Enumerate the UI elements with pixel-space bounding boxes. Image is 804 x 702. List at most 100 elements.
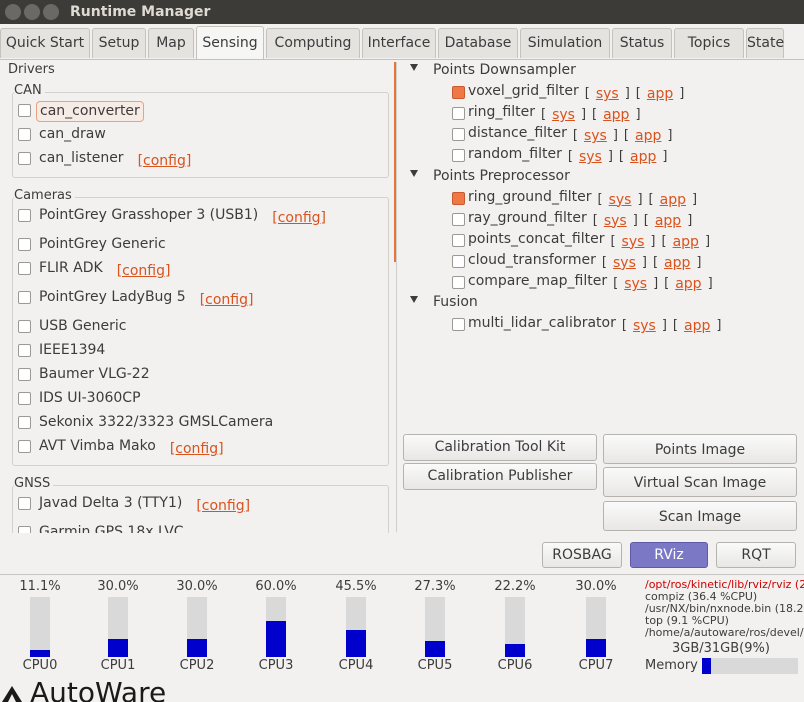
calibration-button[interactable]: Calibration Publisher (403, 463, 597, 490)
tab[interactable]: Status (612, 28, 672, 58)
checkbox[interactable] (18, 440, 31, 453)
driver-label[interactable]: PointGrey Generic (39, 236, 166, 252)
tab[interactable]: Simulation (520, 28, 610, 58)
sys-link[interactable]: sys (608, 191, 632, 208)
sys-link[interactable]: sys (603, 212, 627, 229)
config-link[interactable]: [config] (116, 263, 171, 279)
tab[interactable]: Topics (674, 28, 744, 58)
driver-label[interactable]: Garmin GPS 18x LVC (39, 524, 184, 533)
tool-button[interactable]: ROSBAG (542, 542, 622, 568)
image-button[interactable]: Points Image (603, 434, 797, 464)
app-link[interactable]: app (664, 254, 691, 271)
checkbox[interactable] (452, 86, 465, 100)
bracket: [ (610, 233, 616, 249)
app-link[interactable]: app (603, 107, 630, 124)
tab[interactable]: Sensing (196, 26, 264, 60)
app-link[interactable]: app (654, 212, 682, 229)
app-link[interactable]: app (635, 128, 662, 145)
calibration-button[interactable]: Calibration Tool Kit (403, 434, 597, 461)
app-link[interactable]: app (672, 233, 699, 250)
image-button[interactable]: Scan Image (603, 501, 797, 531)
checkbox[interactable] (18, 416, 31, 429)
driver-label[interactable]: AVT Vimba Mako (39, 438, 156, 454)
maximize-button[interactable] (43, 4, 59, 20)
minimize-button[interactable] (24, 4, 40, 20)
config-link[interactable]: [config] (137, 153, 192, 169)
app-link[interactable]: app (629, 149, 657, 166)
driver-label[interactable]: Javad Delta 3 (TTY1) (39, 495, 183, 511)
node-label: points_concat_filter (468, 230, 605, 247)
checkbox[interactable] (452, 318, 465, 332)
checkbox[interactable] (18, 262, 31, 275)
sys-link[interactable]: sys (595, 86, 619, 103)
checkbox[interactable] (452, 128, 465, 142)
driver-label[interactable]: can_listener (39, 150, 124, 166)
bracket: [ (672, 318, 678, 334)
checkbox[interactable] (452, 149, 465, 163)
driver-label[interactable]: can_converter (36, 101, 144, 122)
checkbox[interactable] (452, 191, 465, 205)
driver-label[interactable]: PointGrey Grasshoper 3 (USB1) (39, 207, 259, 223)
tool-button[interactable]: RQT (716, 542, 796, 568)
checkbox[interactable] (452, 254, 465, 268)
node-row: distance_filter [sys] [app] (468, 123, 672, 145)
checkbox[interactable] (452, 212, 465, 226)
expander[interactable] (410, 296, 418, 304)
checkbox[interactable] (18, 497, 31, 510)
driver-label[interactable]: can_draw (39, 126, 106, 142)
tab[interactable]: State (746, 28, 784, 58)
driver-label[interactable]: USB Generic (39, 318, 127, 334)
cpu-bar (346, 629, 366, 657)
driver-label[interactable]: IEEE1394 (39, 342, 106, 358)
cpu-name: CPU7 (578, 658, 614, 673)
close-button[interactable] (5, 4, 21, 20)
checkbox[interactable] (18, 238, 31, 251)
sys-link[interactable]: sys (578, 149, 602, 166)
config-link[interactable]: [config] (196, 498, 251, 514)
checkbox[interactable] (18, 344, 31, 357)
config-link[interactable]: [config] (272, 210, 327, 226)
app-link[interactable]: app (646, 86, 674, 103)
tab[interactable]: Interface (362, 28, 436, 58)
checkbox[interactable] (18, 209, 31, 222)
tab[interactable]: Setup (92, 28, 146, 58)
app-link[interactable]: app (659, 191, 686, 208)
sys-link[interactable]: sys (583, 128, 607, 145)
config-link[interactable]: [config] (199, 292, 254, 308)
checkbox[interactable] (452, 233, 465, 247)
checkbox[interactable] (452, 276, 465, 289)
config-link[interactable]: [config] (169, 441, 224, 457)
tab[interactable]: Database (438, 28, 518, 58)
section-title: Points Preprocessor (433, 167, 570, 184)
checkbox[interactable] (18, 368, 31, 381)
sys-link[interactable]: sys (621, 233, 645, 250)
group-box (12, 92, 389, 178)
tool-button[interactable]: RViz (630, 542, 708, 568)
tab[interactable]: Quick Start (0, 28, 90, 58)
checkbox[interactable] (18, 104, 31, 117)
sys-link[interactable]: sys (624, 276, 648, 292)
driver-label[interactable]: FLIR ADK (39, 260, 103, 276)
driver-label[interactable]: IDS UI-3060CP (39, 390, 141, 406)
image-button[interactable]: Virtual Scan Image (603, 467, 797, 497)
checkbox[interactable] (18, 152, 31, 165)
expander[interactable] (410, 169, 418, 177)
checkbox[interactable] (18, 526, 31, 533)
checkbox[interactable] (452, 107, 465, 121)
checkbox[interactable] (18, 291, 31, 304)
checkbox[interactable] (18, 128, 31, 141)
driver-label[interactable]: Sekonix 3322/3323 GMSLCamera (39, 414, 274, 430)
section-title: Points Downsampler (433, 62, 576, 78)
tab[interactable]: Map (148, 28, 194, 58)
expander[interactable] (410, 64, 418, 71)
sys-link[interactable]: sys (632, 318, 656, 335)
checkbox[interactable] (18, 392, 31, 405)
sys-link[interactable]: sys (552, 107, 575, 124)
tab[interactable]: Computing (266, 28, 360, 58)
sys-link[interactable]: sys (613, 254, 636, 271)
checkbox[interactable] (18, 320, 31, 333)
app-link[interactable]: app (675, 276, 702, 292)
app-link[interactable]: app (683, 318, 711, 335)
driver-label[interactable]: PointGrey LadyBug 5 (39, 289, 186, 305)
driver-label[interactable]: Baumer VLG-22 (39, 366, 150, 382)
